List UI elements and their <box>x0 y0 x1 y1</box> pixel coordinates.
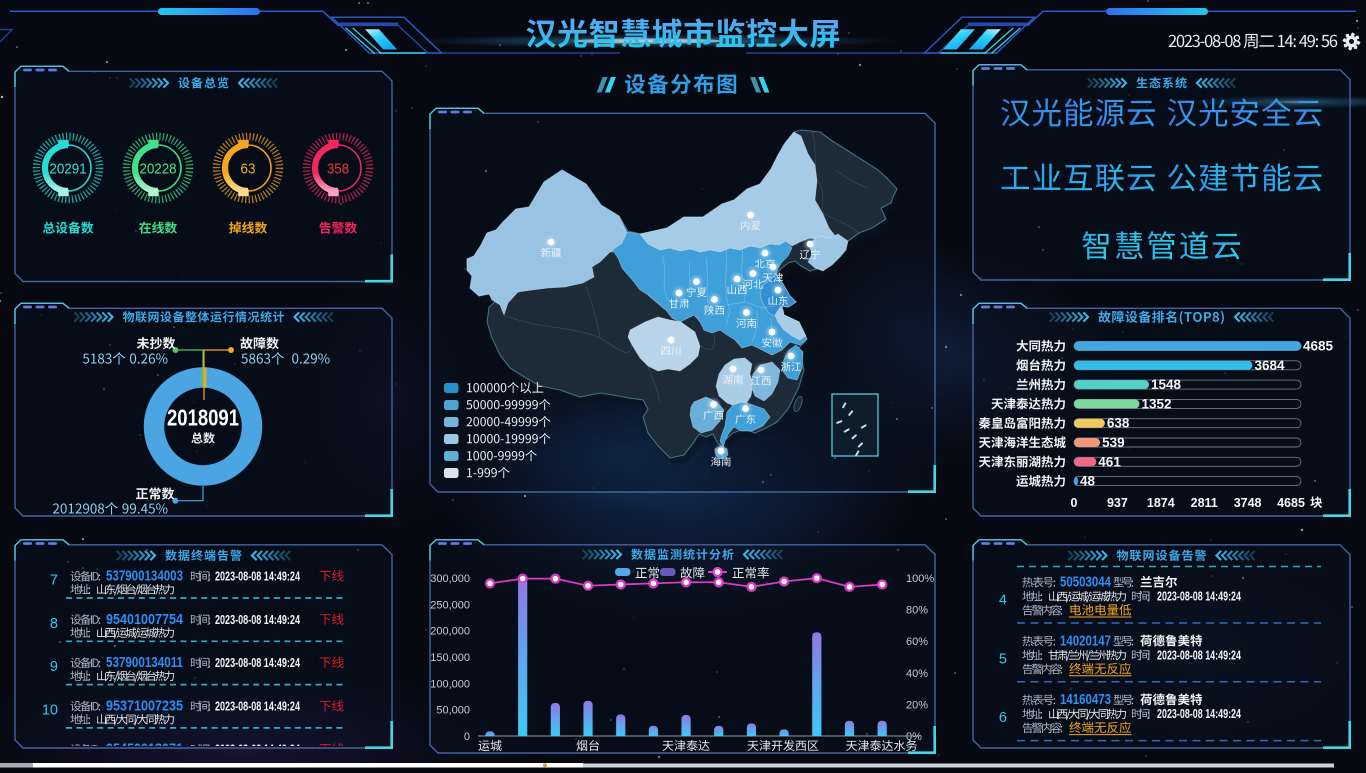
svg-text:48: 48 <box>1080 474 1096 489</box>
svg-text:2023-08-08 14:49:24: 2023-08-08 14:49:24 <box>215 655 301 670</box>
svg-text:100,000: 100,000 <box>430 678 470 690</box>
svg-text:7: 7 <box>50 573 58 589</box>
svg-text:4685: 4685 <box>1277 496 1305 510</box>
svg-text:14020147: 14020147 <box>1060 633 1111 649</box>
svg-text:95401007754: 95401007754 <box>106 611 184 628</box>
svg-text:2023-08-08 14:49:24: 2023-08-08 14:49:24 <box>215 742 301 757</box>
svg-text:3748: 3748 <box>1234 496 1262 510</box>
svg-text:2018091: 2018091 <box>167 405 239 431</box>
svg-text:9: 9 <box>50 659 58 675</box>
svg-text:300,000: 300,000 <box>430 573 470 585</box>
svg-text:2023-08-08 14:49:24: 2023-08-08 14:49:24 <box>1157 647 1242 662</box>
svg-text:461: 461 <box>1098 454 1121 469</box>
svg-text:20228: 20228 <box>139 161 176 178</box>
svg-text:50,000: 50,000 <box>436 705 470 717</box>
svg-text:60%: 60% <box>906 636 928 648</box>
svg-text:150,000: 150,000 <box>430 652 470 664</box>
svg-text:95450018071: 95450018071 <box>106 741 183 758</box>
svg-text:2023-08-08 14:49:24: 2023-08-08 14:49:24 <box>1157 589 1242 604</box>
svg-text:1548: 1548 <box>1151 377 1182 392</box>
svg-text:100%: 100% <box>906 573 934 585</box>
svg-text:537900134003: 537900134003 <box>106 568 183 585</box>
svg-text:937: 937 <box>1107 496 1128 510</box>
svg-text:6: 6 <box>999 710 1007 726</box>
svg-text:8: 8 <box>50 616 58 632</box>
svg-text:95371007235: 95371007235 <box>106 697 183 714</box>
svg-text:4: 4 <box>999 593 1007 609</box>
svg-text:1352: 1352 <box>1142 396 1172 411</box>
svg-text:11: 11 <box>43 746 58 762</box>
svg-text:200,000: 200,000 <box>430 626 470 638</box>
svg-text:40%: 40% <box>906 668 928 680</box>
svg-text:50503044: 50503044 <box>1060 575 1111 591</box>
svg-text:3684: 3684 <box>1255 358 1286 373</box>
svg-text:2811: 2811 <box>1191 496 1218 510</box>
svg-text:20291: 20291 <box>49 161 86 178</box>
svg-text:537900134011: 537900134011 <box>106 654 183 671</box>
svg-text:358: 358 <box>327 161 349 178</box>
svg-text:5: 5 <box>999 651 1007 667</box>
svg-text:20%: 20% <box>906 699 928 711</box>
svg-text:0: 0 <box>464 731 470 743</box>
svg-text:1874: 1874 <box>1147 496 1175 510</box>
svg-text:2023-08-08 14:49:24: 2023-08-08 14:49:24 <box>1157 706 1242 721</box>
svg-text:10: 10 <box>42 702 58 718</box>
svg-text:14160473: 14160473 <box>1060 692 1111 708</box>
svg-text:2023-08-08 14:49:24: 2023-08-08 14:49:24 <box>215 569 301 584</box>
svg-text:2023-08-08 14:49:24: 2023-08-08 14:49:24 <box>215 612 301 627</box>
svg-text:2023-08-08 14:49:24: 2023-08-08 14:49:24 <box>215 698 301 713</box>
svg-text:539: 539 <box>1102 435 1125 450</box>
svg-text:4685: 4685 <box>1303 339 1334 354</box>
svg-text:80%: 80% <box>906 605 928 617</box>
svg-text:250,000: 250,000 <box>430 599 470 611</box>
svg-text:0: 0 <box>1071 496 1078 510</box>
svg-text:63: 63 <box>241 161 256 178</box>
svg-text:638: 638 <box>1107 416 1130 431</box>
